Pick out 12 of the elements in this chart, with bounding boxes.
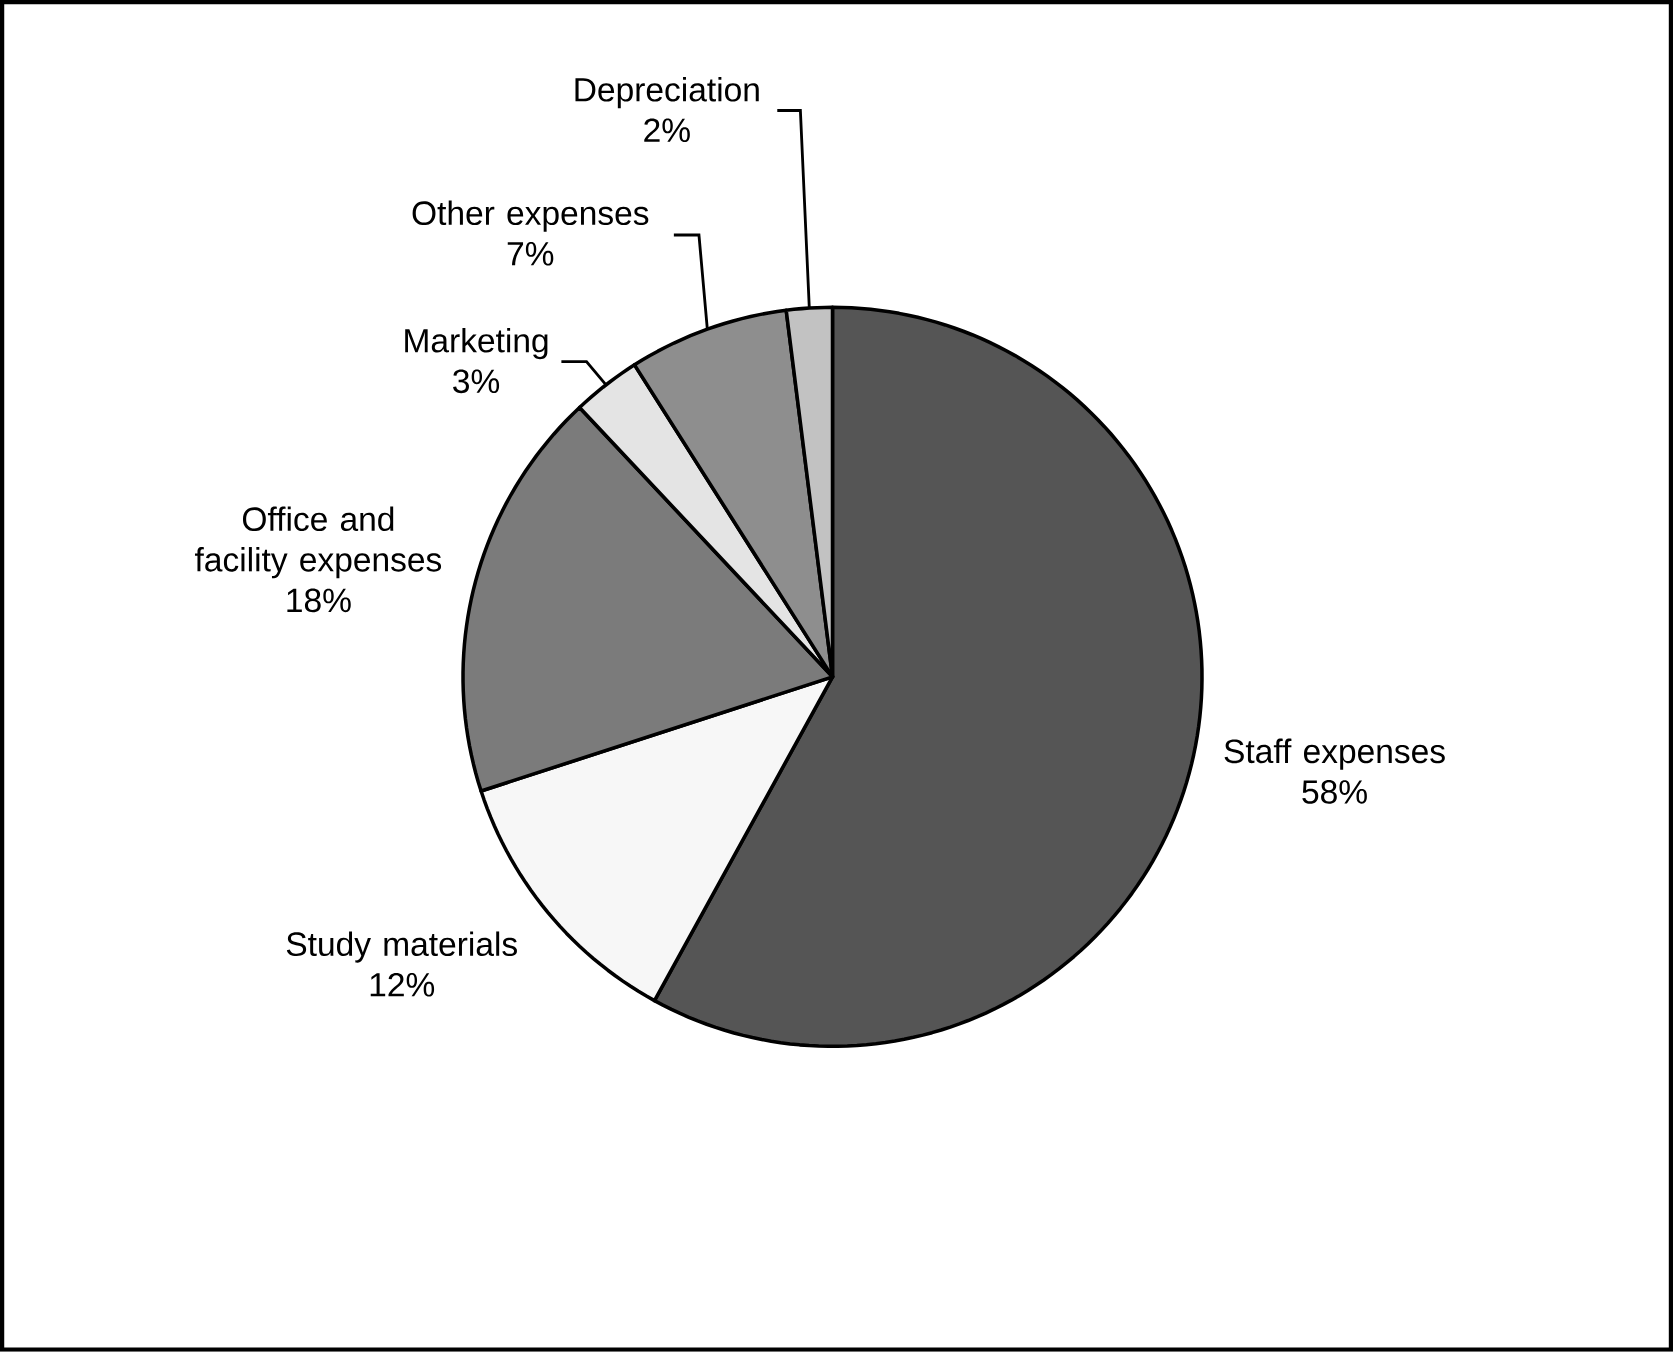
data-label: 7% (507, 242, 554, 266)
data-label: 12% (370, 973, 435, 997)
data-label: 58% (1302, 780, 1367, 804)
slice-label: Marketing (405, 328, 548, 360)
slice-label: Depreciation (575, 77, 759, 109)
slice-label: Study materials (286, 931, 517, 963)
slice-label: Office and facility expenses (194, 506, 442, 579)
slice-label: Staff expenses (1224, 738, 1445, 771)
data-label: 3% (453, 369, 500, 394)
slice-label: Other expenses (412, 200, 649, 232)
data-label: 2% (644, 118, 690, 143)
data-label: 18% (287, 588, 351, 613)
